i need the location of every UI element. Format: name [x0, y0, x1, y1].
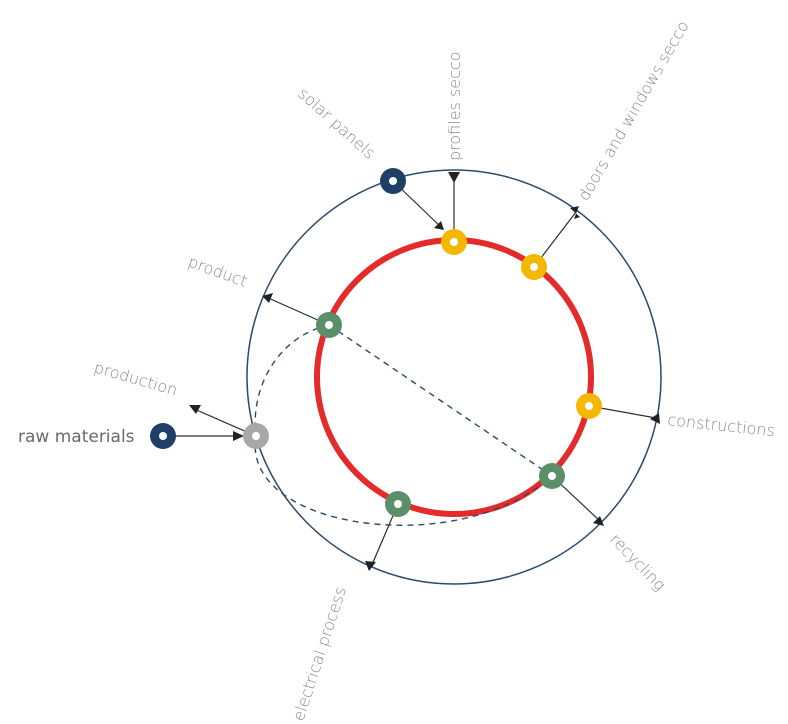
arrowhead-raw [233, 431, 244, 441]
arrowhead-electrical [365, 561, 376, 571]
label-electrical: electrical process [289, 584, 350, 723]
node-solar [380, 168, 406, 194]
label-constructions: constructions [667, 410, 776, 440]
node-recycling [539, 463, 565, 489]
node-raw-materials [150, 423, 176, 449]
arrowhead-production [189, 405, 201, 414]
arrowhead-product [262, 293, 273, 303]
dashed-diagonal [328, 324, 553, 477]
arrowhead-doors [570, 206, 580, 219]
arrowhead-solar [434, 221, 444, 230]
label-solar: solar panels [294, 84, 379, 163]
label-profiles: profiles secco [445, 51, 464, 161]
label-raw-materials: raw materials [18, 427, 135, 447]
label-recycling: recycling [606, 530, 670, 595]
node-production [243, 423, 269, 449]
dashed-arc [254, 435, 553, 526]
node-profiles [441, 229, 467, 255]
label-product: product [186, 252, 250, 291]
node-product [316, 312, 342, 338]
node-electrical [385, 491, 411, 517]
outer-ring [246, 169, 662, 585]
arrowhead-profiles [448, 172, 460, 183]
arrowhead-constructions [650, 413, 660, 424]
node-doors [521, 254, 547, 280]
arrowhead-recycling [593, 516, 604, 526]
label-production: production [92, 358, 180, 400]
node-constructions [576, 393, 602, 419]
label-doors: doors and windows secco [574, 17, 693, 204]
